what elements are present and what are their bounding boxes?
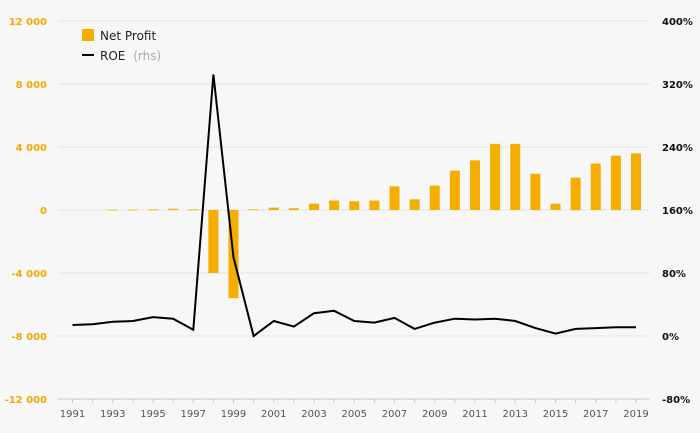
left-tick-label: 12 000 [9, 17, 47, 28]
x-tick-label: 2003 [301, 409, 326, 420]
x-tick-label: 2011 [462, 409, 487, 420]
net-profit-bar [631, 153, 641, 210]
x-tick-label: 2017 [583, 409, 608, 420]
net-profit-bar [148, 209, 158, 211]
net-profit-bar [188, 209, 199, 211]
net-profit-bar [550, 203, 561, 210]
legend-label-net-profit: Net Profit [100, 29, 156, 43]
x-tick-label: 2019 [623, 409, 648, 420]
right-tick-label: 80% [662, 269, 686, 280]
legend-note-rhs: (rhs) [133, 49, 161, 63]
right-tick-label: 240% [662, 143, 693, 154]
x-tick-label: 2001 [261, 409, 286, 420]
right-tick-label: 160% [662, 206, 693, 217]
net-profit-bar [349, 201, 360, 210]
net-profit-bar [449, 170, 460, 210]
x-tick-label: 2007 [382, 409, 407, 420]
net-profit-bar [409, 199, 420, 210]
net-profit-bar [570, 177, 581, 210]
left-tick-label: -8 000 [12, 332, 48, 343]
right-tick-label: 0% [662, 332, 679, 343]
x-tick-label: 2009 [422, 409, 447, 420]
right-tick-label: 400% [662, 17, 693, 28]
left-tick-label: 4 000 [16, 143, 47, 154]
left-tick-label: 8 000 [16, 80, 47, 91]
right-tick-label: -80% [662, 395, 690, 406]
x-tick-label: 1993 [100, 409, 125, 420]
net-profit-bar [268, 207, 279, 210]
net-profit-bar [470, 160, 480, 210]
net-profit-bar [208, 210, 219, 273]
x-tick-label: 2013 [503, 409, 528, 420]
net-profit-bars [107, 143, 641, 299]
x-tick-label: 1995 [140, 409, 165, 420]
net-profit-bar [510, 143, 521, 210]
x-tick-label: 1997 [181, 409, 206, 420]
net-profit-bar [329, 200, 340, 210]
svg-text:ROE (rhs): ROE (rhs) [100, 49, 161, 63]
left-tick-label: -4 000 [12, 269, 48, 280]
net-profit-bar [389, 186, 400, 210]
net-profit-bar [168, 208, 179, 210]
x-tick-label: 1999 [221, 409, 246, 420]
x-tick-label: 1991 [60, 409, 85, 420]
right-tick-label: 320% [662, 80, 693, 91]
left-axis-ticks: 12 000 8 000 4 000 0 -4 000 -8 000 -12 000 [5, 17, 47, 406]
left-tick-label: -12 000 [5, 395, 47, 406]
left-tick-label: 0 [40, 206, 47, 217]
net-profit-bar [530, 173, 541, 210]
x-axis: 1991 1993 1995 1997 1999 2001 2003 2005 2007 2009… [58, 398, 650, 420]
net-profit-bar [309, 203, 319, 210]
net-profit-bar [490, 143, 501, 210]
x-tick-label: 2005 [342, 409, 367, 420]
net-profit-bar [107, 209, 118, 211]
legend-label-roe: ROE [100, 49, 125, 63]
legend-swatch-net-profit [82, 29, 94, 41]
x-tick-label: 2015 [543, 409, 568, 420]
roe-line-layer [72, 74, 636, 338]
legend: Net Profit ROE (rhs) [82, 29, 161, 63]
roe-line [72, 74, 636, 338]
net-profit-bar [610, 155, 621, 210]
net-profit-bar [248, 209, 259, 211]
right-axis-ticks: 400% 320% 240% 160% 80% 0% -80% [662, 17, 693, 406]
net-profit-bar [127, 209, 138, 211]
net-profit-bar [288, 208, 299, 210]
net-profit-bar [429, 185, 440, 210]
net-profit-bar [590, 163, 601, 210]
net-profit-bar [369, 200, 380, 210]
